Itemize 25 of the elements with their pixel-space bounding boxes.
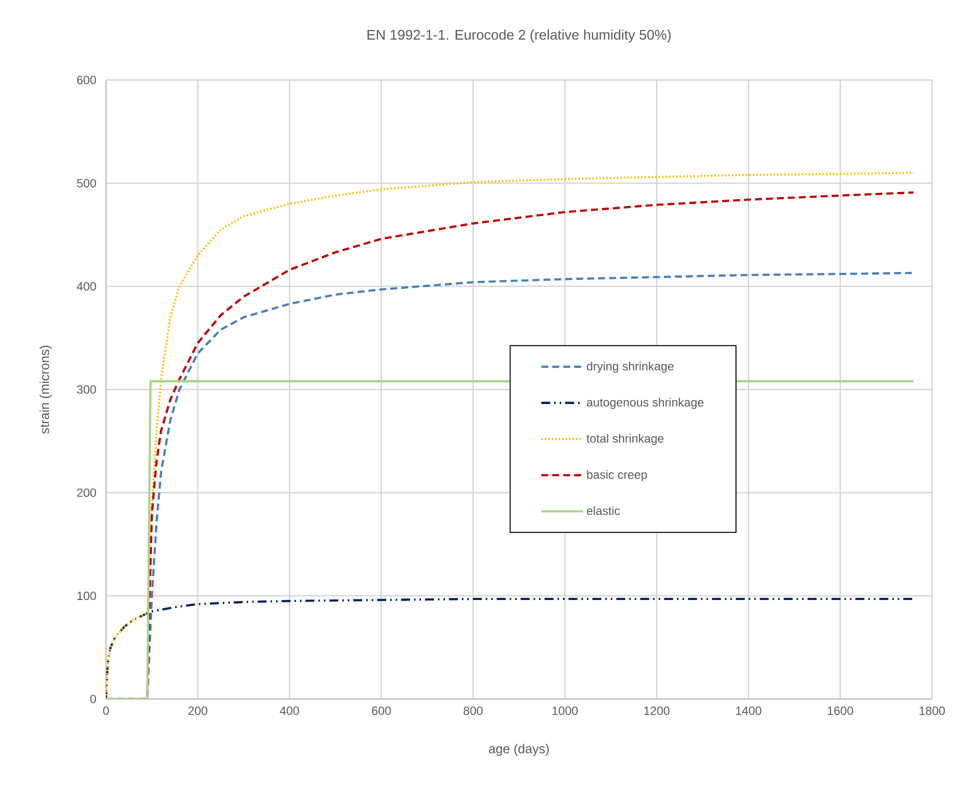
legend-label: drying shrinkage (586, 362, 674, 373)
y-tick-label: 400 (76, 282, 96, 291)
x-tick-label: 600 (372, 706, 391, 715)
x-tick-label: 1000 (552, 706, 578, 715)
legend-label: elastic (586, 506, 620, 515)
x-tick-label: 0 (103, 706, 109, 715)
y-axis-title: strain (microns) (40, 346, 52, 434)
y-tick-label: 100 (77, 592, 96, 600)
legend-label: basic creep (587, 470, 647, 482)
legend-label: total shrinkage (586, 434, 664, 446)
x-tick-label: 1600 (828, 706, 854, 715)
y-tick-label: 500 (77, 178, 96, 188)
y-tick-label: 600 (77, 76, 96, 84)
x-tick-label: 1200 (644, 706, 670, 715)
x-tick-label: 200 (188, 706, 208, 715)
y-tick-label: 200 (77, 488, 96, 497)
legend-label: autogenous shrinkage (586, 398, 704, 409)
y-tick-label: 0 (90, 694, 96, 704)
chart-title: EN 1992-1-1. Eurocode 2 (relative humidity 50%) (368, 30, 671, 42)
x-tick-label: 400 (280, 706, 300, 715)
x-tick-label: 1400 (736, 706, 762, 715)
x-tick-label: 1800 (920, 706, 945, 715)
y-tick-label: 300 (76, 385, 96, 394)
x-tick-label: 800 (464, 706, 483, 715)
x-axis-title: age (days) (488, 744, 549, 756)
